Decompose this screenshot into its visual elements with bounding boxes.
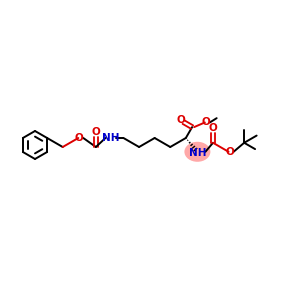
Ellipse shape <box>184 142 210 162</box>
Text: NH: NH <box>102 133 119 143</box>
Text: O: O <box>208 123 217 133</box>
Text: O: O <box>176 115 185 125</box>
Text: O: O <box>92 127 100 137</box>
Text: O: O <box>201 118 210 128</box>
Text: O: O <box>75 133 84 143</box>
Text: NH: NH <box>189 148 206 158</box>
Text: O: O <box>225 147 234 157</box>
